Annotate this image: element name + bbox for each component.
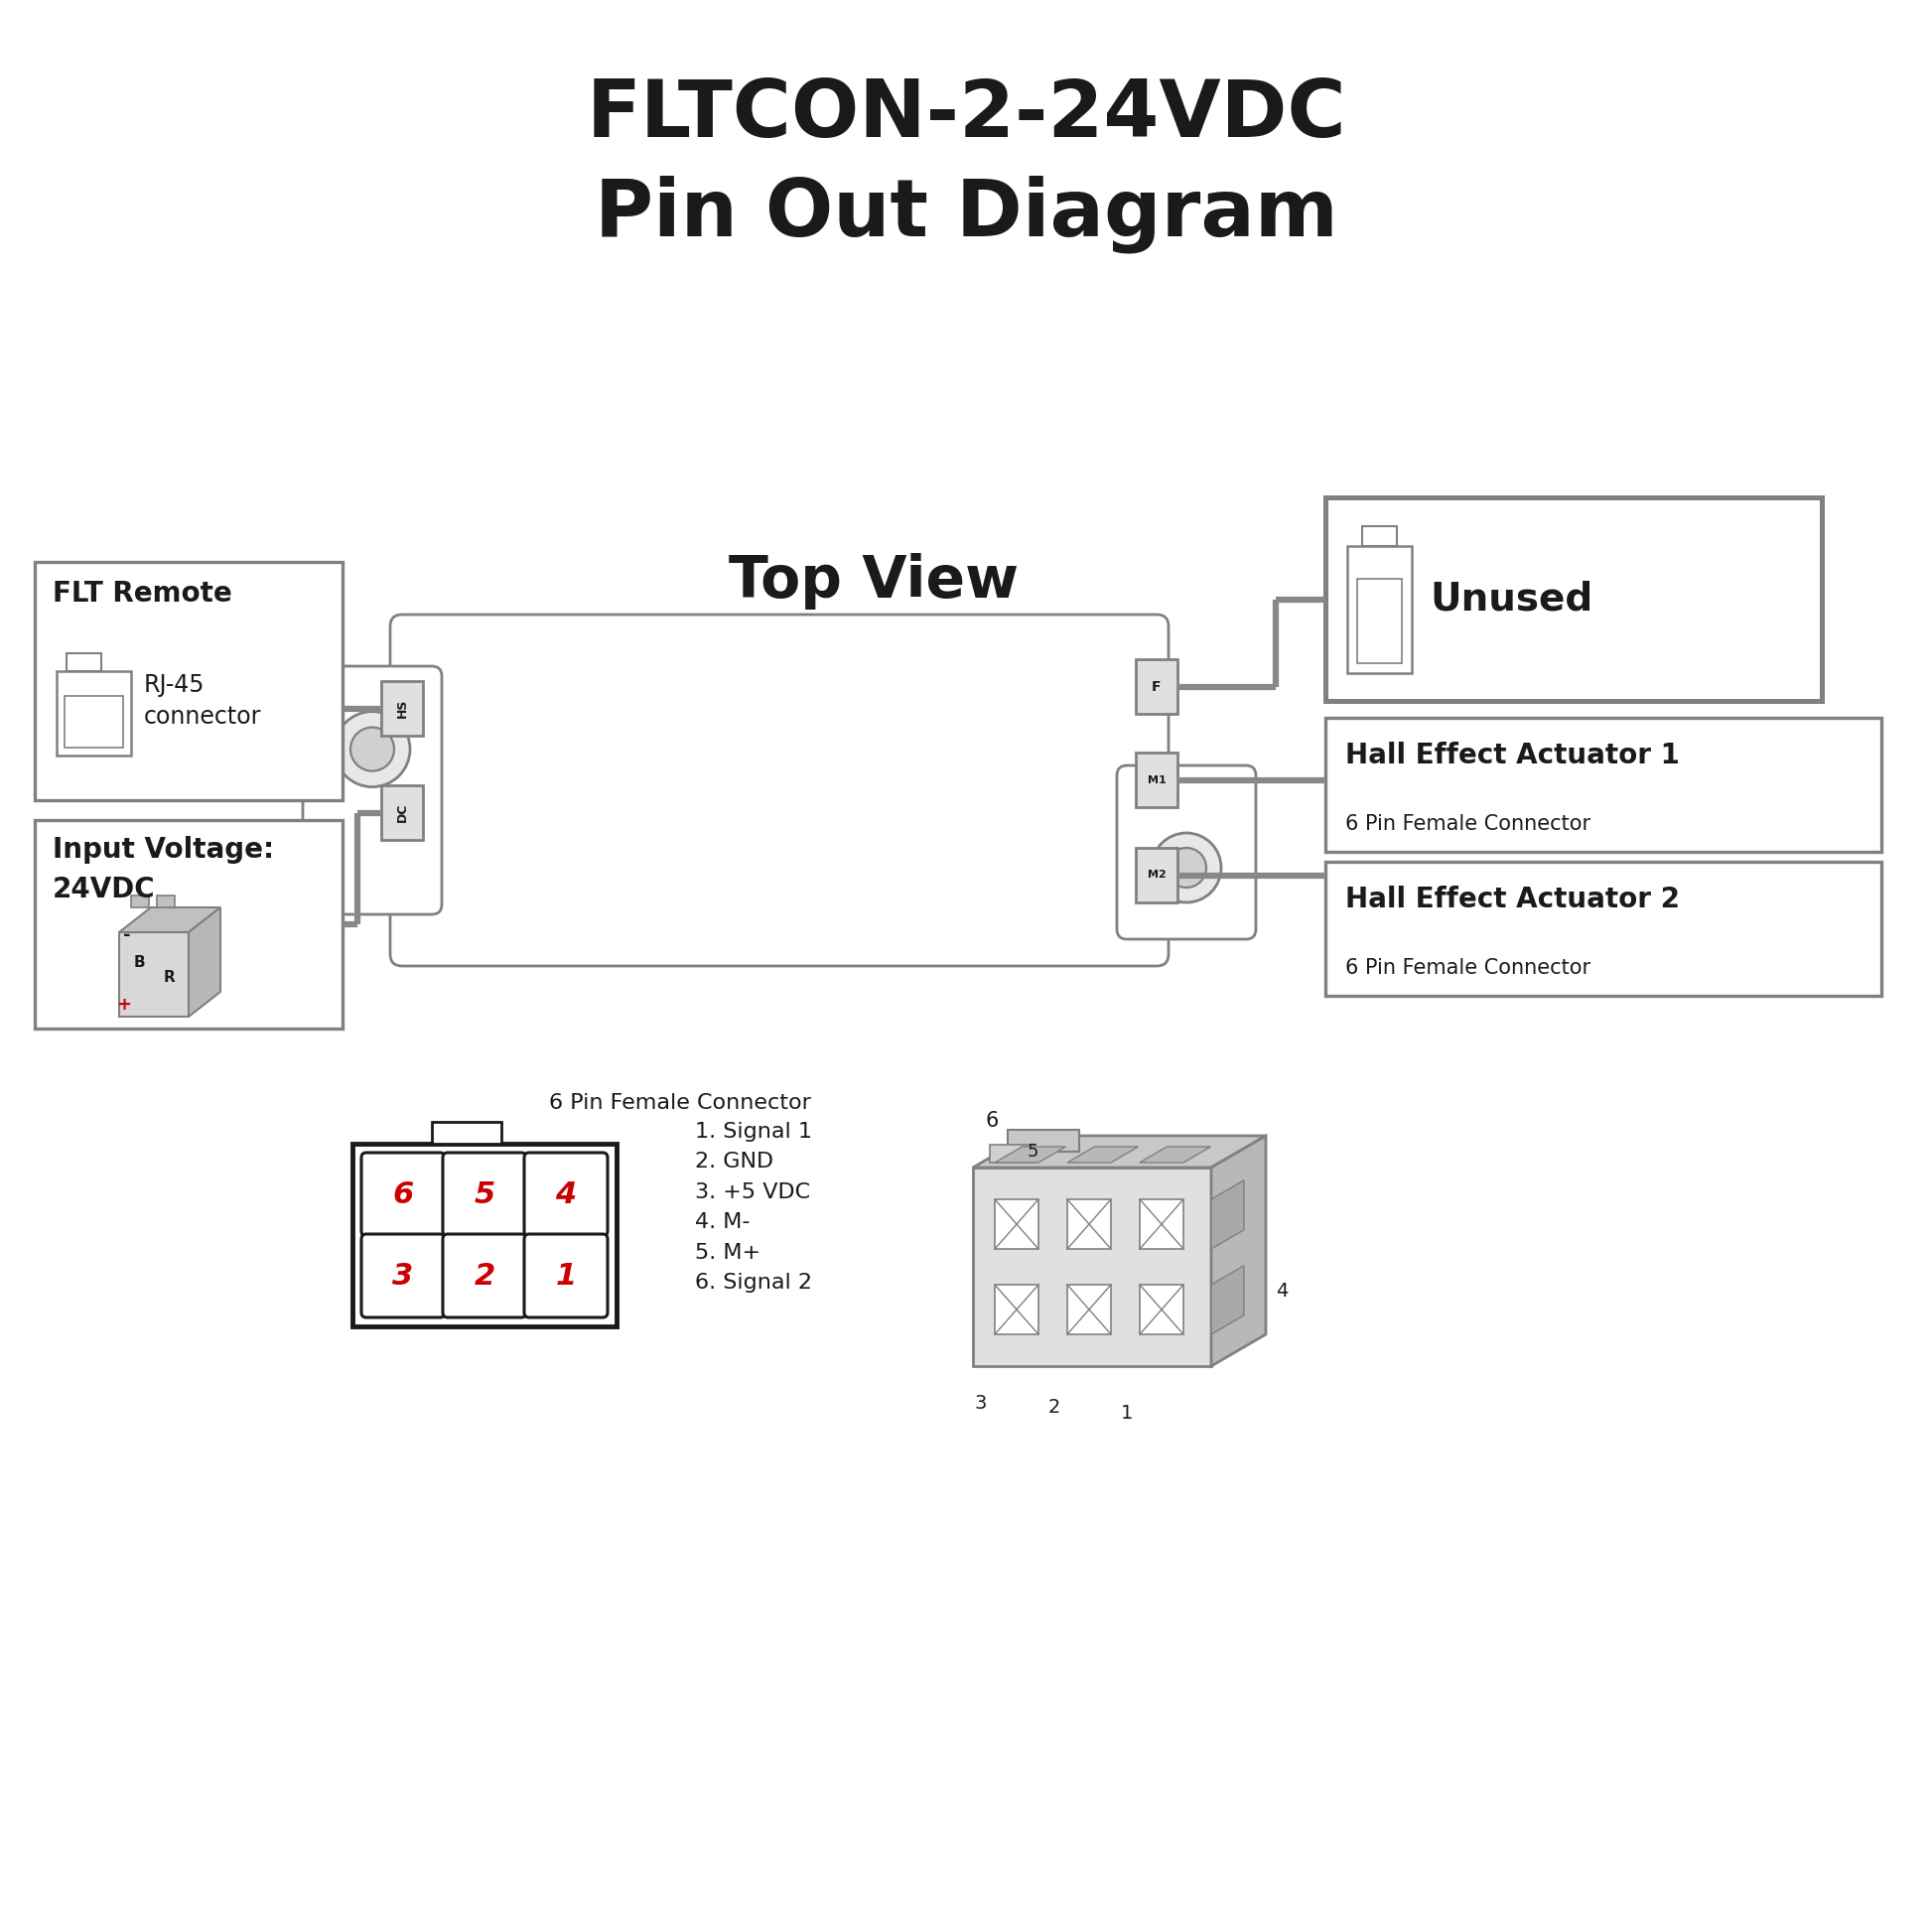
- Text: 6: 6: [985, 1111, 999, 1130]
- Bar: [1066, 1285, 1111, 1335]
- Polygon shape: [974, 1136, 1265, 1167]
- Bar: [1347, 547, 1412, 672]
- FancyBboxPatch shape: [361, 1235, 444, 1318]
- Polygon shape: [995, 1148, 1066, 1163]
- Polygon shape: [1066, 1148, 1138, 1163]
- Bar: [35, 819, 342, 1028]
- Bar: [56, 670, 131, 755]
- Bar: [352, 1144, 616, 1327]
- Polygon shape: [1211, 1180, 1244, 1248]
- Bar: [64, 696, 124, 748]
- Polygon shape: [120, 908, 220, 933]
- Bar: [1356, 580, 1403, 663]
- Text: Unused: Unused: [1430, 580, 1592, 618]
- Text: 2: 2: [473, 1262, 495, 1291]
- Text: 24VDC: 24VDC: [52, 875, 155, 904]
- Bar: [1362, 526, 1397, 547]
- Text: RJ-45
connector: RJ-45 connector: [145, 674, 261, 728]
- Text: 4: 4: [554, 1180, 576, 1209]
- Bar: [1136, 753, 1177, 808]
- Text: 4: 4: [1275, 1283, 1289, 1300]
- FancyBboxPatch shape: [1117, 765, 1256, 939]
- Polygon shape: [1140, 1148, 1211, 1163]
- Bar: [381, 682, 423, 736]
- Polygon shape: [974, 1167, 1211, 1366]
- Text: 1: 1: [1121, 1405, 1132, 1422]
- Polygon shape: [1009, 1130, 1080, 1151]
- Bar: [131, 896, 149, 908]
- Text: 3: 3: [392, 1262, 413, 1291]
- Bar: [433, 1122, 502, 1144]
- Text: Top View: Top View: [728, 553, 1018, 611]
- Text: 3: 3: [976, 1393, 987, 1412]
- Bar: [995, 1200, 1039, 1248]
- Text: 6 Pin Female Connector: 6 Pin Female Connector: [549, 1094, 811, 1113]
- FancyBboxPatch shape: [442, 1235, 526, 1318]
- Text: FLT Remote: FLT Remote: [52, 580, 232, 607]
- Text: 5: 5: [1028, 1142, 1039, 1161]
- Text: M1: M1: [1148, 775, 1165, 784]
- Bar: [66, 653, 100, 670]
- FancyBboxPatch shape: [390, 614, 1169, 966]
- Text: Hall Effect Actuator 2: Hall Effect Actuator 2: [1345, 885, 1679, 914]
- Text: 5: 5: [473, 1180, 495, 1209]
- Circle shape: [1167, 848, 1206, 887]
- Bar: [1325, 862, 1882, 995]
- Text: F: F: [1151, 680, 1161, 694]
- Text: B: B: [133, 954, 145, 970]
- Bar: [1066, 1200, 1111, 1248]
- Text: 6: 6: [392, 1180, 413, 1209]
- Bar: [1140, 1200, 1184, 1248]
- Text: M2: M2: [1148, 869, 1165, 881]
- Bar: [1136, 848, 1177, 902]
- Bar: [1325, 497, 1822, 701]
- Bar: [381, 784, 423, 840]
- Bar: [1136, 659, 1177, 713]
- Text: 1. Signal 1
2. GND
3. +5 VDC
4. M-
5. M+
6. Signal 2: 1. Signal 1 2. GND 3. +5 VDC 4. M- 5. M+…: [696, 1122, 811, 1293]
- Text: +: +: [116, 995, 131, 1014]
- Polygon shape: [1211, 1136, 1265, 1366]
- Text: -: -: [124, 925, 131, 945]
- Circle shape: [1151, 833, 1221, 902]
- Polygon shape: [189, 908, 220, 1016]
- Bar: [1325, 719, 1882, 852]
- FancyBboxPatch shape: [524, 1153, 607, 1236]
- FancyBboxPatch shape: [303, 667, 442, 914]
- Circle shape: [350, 726, 394, 771]
- Bar: [156, 896, 174, 908]
- Text: R: R: [162, 970, 174, 985]
- Bar: [35, 562, 342, 800]
- FancyBboxPatch shape: [524, 1235, 607, 1318]
- Text: Input Voltage:: Input Voltage:: [52, 837, 274, 864]
- Bar: [1140, 1285, 1184, 1335]
- Text: 6 Pin Female Connector: 6 Pin Female Connector: [1345, 813, 1590, 835]
- FancyBboxPatch shape: [442, 1153, 526, 1236]
- Text: 6 Pin Female Connector: 6 Pin Female Connector: [1345, 958, 1590, 978]
- Polygon shape: [120, 933, 189, 1016]
- Text: HS: HS: [396, 699, 408, 719]
- Bar: [995, 1285, 1039, 1335]
- FancyBboxPatch shape: [361, 1153, 444, 1236]
- Text: 2: 2: [1049, 1399, 1061, 1416]
- Text: DC: DC: [396, 804, 408, 823]
- Circle shape: [334, 711, 410, 786]
- Text: 1: 1: [554, 1262, 576, 1291]
- Text: FLTCON-2-24VDC: FLTCON-2-24VDC: [585, 77, 1347, 155]
- Text: Pin Out Diagram: Pin Out Diagram: [595, 176, 1337, 253]
- Polygon shape: [989, 1146, 1034, 1163]
- Polygon shape: [1211, 1265, 1244, 1335]
- Text: Hall Effect Actuator 1: Hall Effect Actuator 1: [1345, 742, 1679, 769]
